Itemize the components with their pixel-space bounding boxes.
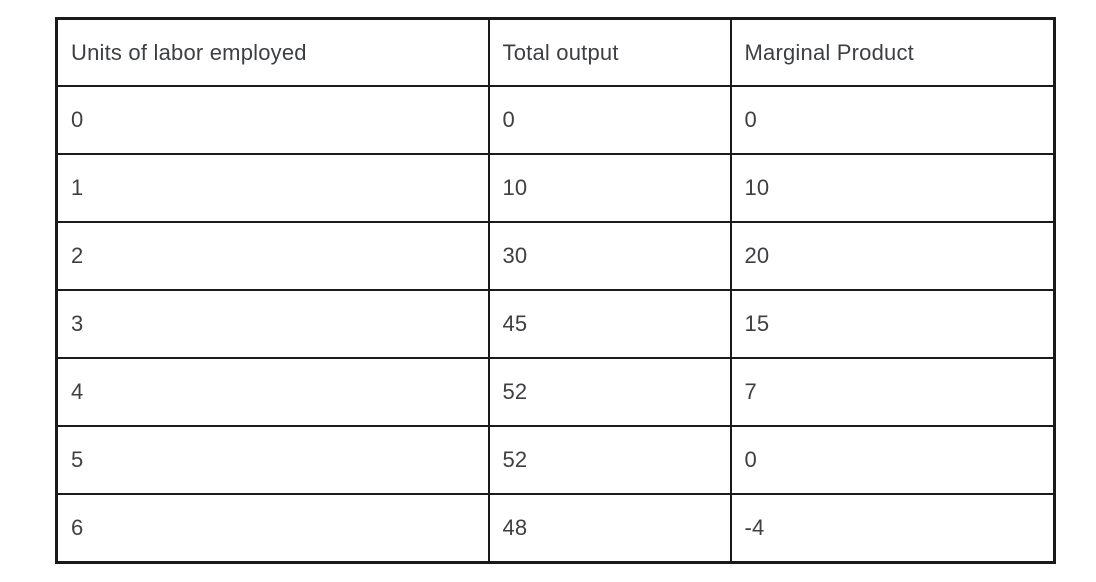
cell-labor: 3 — [55, 289, 490, 359]
table-row: 6 48 -4 — [55, 493, 1056, 564]
table-row: 1 10 10 — [55, 153, 1056, 223]
cell-output: 30 — [487, 221, 732, 291]
table-row: 3 45 15 — [55, 289, 1056, 359]
cell-labor: 2 — [55, 221, 490, 291]
cell-labor: 5 — [55, 425, 490, 495]
cell-labor: 6 — [55, 493, 490, 564]
production-table-container: Units of labor employed Total output Margi… — [55, 17, 1056, 564]
cell-output: 48 — [487, 493, 732, 564]
cell-marginal-product: 20 — [729, 221, 1056, 291]
cell-marginal-product: 10 — [729, 153, 1056, 223]
production-table: Units of labor employed Total output Margi… — [55, 17, 1056, 564]
cell-output: 10 — [487, 153, 732, 223]
cell-output: 52 — [487, 357, 732, 427]
table-row: 4 52 7 — [55, 357, 1056, 427]
cell-marginal-product: 15 — [729, 289, 1056, 359]
table-row: 2 30 20 — [55, 221, 1056, 291]
table-header: Units of labor employed Total output Margi… — [55, 17, 1056, 87]
cell-labor: 0 — [55, 85, 490, 155]
cell-labor: 1 — [55, 153, 490, 223]
table-body: 0 0 0 1 10 10 2 30 20 3 45 15 4 52 7 5 52 0 6 48 -4 — [55, 85, 1056, 564]
cell-output: 52 — [487, 425, 732, 495]
cell-marginal-product: 7 — [729, 357, 1056, 427]
column-header-labor: Units of labor employed — [55, 17, 490, 87]
cell-marginal-product: 0 — [729, 425, 1056, 495]
column-header-marginal-product: Marginal Product — [729, 17, 1056, 87]
cell-marginal-product: 0 — [729, 85, 1056, 155]
header-row: Units of labor employed Total output Margi… — [55, 17, 1056, 87]
column-header-output: Total output — [487, 17, 732, 87]
cell-marginal-product: -4 — [729, 493, 1056, 564]
cell-labor: 4 — [55, 357, 490, 427]
table-row: 5 52 0 — [55, 425, 1056, 495]
cell-output: 45 — [487, 289, 732, 359]
cell-output: 0 — [487, 85, 732, 155]
